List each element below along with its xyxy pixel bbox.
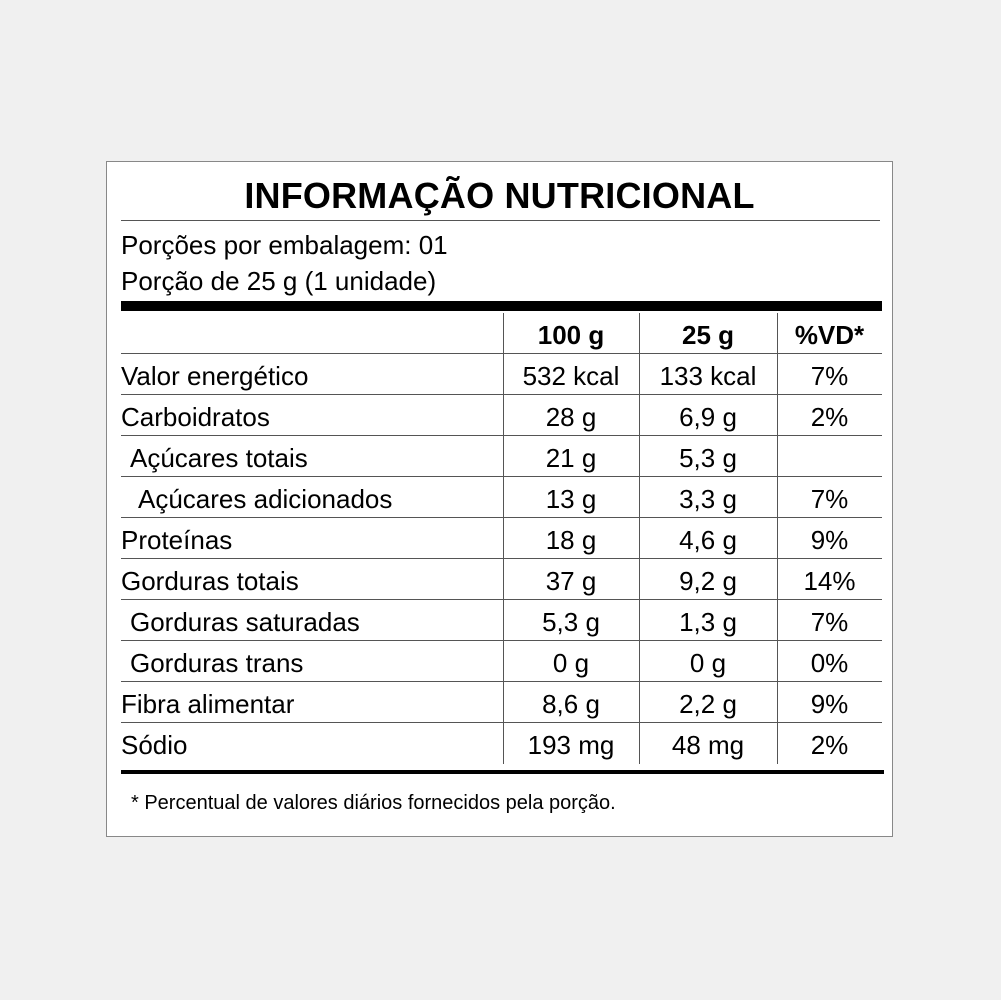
header-per100: 100 g [537,320,605,350]
value-per100: 18 g [545,525,597,555]
column-divider [503,600,504,640]
nutrient-rows: Valor energético 532 kcal 133 kcal 7% Carboi… [121,354,882,764]
nutrient-label: Gorduras trans [130,648,304,678]
column-divider [503,518,504,558]
column-divider [639,436,640,476]
value-per100: 28 g [545,402,597,432]
value-per100: 5,3 g [542,607,600,637]
nutrient-label: Gorduras saturadas [130,607,360,637]
column-divider [777,600,778,640]
value-daily-percent: 9% [810,525,849,555]
value-per100: 8,6 g [542,689,600,719]
column-divider [777,559,778,599]
column-divider [503,436,504,476]
value-daily-percent: 9% [810,689,849,719]
column-divider [639,723,640,764]
value-daily-percent: 2% [810,730,849,760]
value-per100: 193 mg [527,730,615,760]
value-per-portion: 48 mg [671,730,745,760]
column-divider [777,518,778,558]
table-row: Carboidratos 28 g 6,9 g 2% [121,395,882,436]
table-row: Gorduras saturadas 5,3 g 1,3 g 7% [121,600,882,641]
nutrient-label: Açúcares adicionados [138,484,393,514]
value-daily-percent [777,436,882,476]
nutrient-label: Gorduras totais [121,566,299,596]
column-divider [777,723,778,764]
column-divider [777,436,778,476]
column-divider [503,477,504,517]
table-row: Fibra alimentar 8,6 g 2,2 g 9% [121,682,882,723]
column-divider [639,559,640,599]
value-per-portion: 133 kcal [659,361,757,391]
table-row: Gorduras trans 0 g 0 g 0% [121,641,882,682]
table-row: Açúcares adicionados 13 g 3,3 g 7% [121,477,882,518]
header-nutrient-cell [121,313,503,353]
column-divider [639,395,640,435]
column-divider [639,313,640,353]
column-divider [639,477,640,517]
table-row: Açúcares totais 21 g 5,3 g [121,436,882,477]
value-per100: 0 g [552,648,590,678]
value-per100: 13 g [545,484,597,514]
column-divider [777,313,778,353]
column-divider [639,354,640,394]
table-header-row: 100 g 25 g %VD* [121,313,882,354]
value-per-portion: 5,3 g [679,443,737,473]
value-daily-percent: 7% [810,607,849,637]
table-row: Gorduras totais 37 g 9,2 g 14% [121,559,882,600]
column-divider [777,641,778,681]
value-per100: 532 kcal [522,361,620,391]
column-divider [639,682,640,722]
header-daily-value: %VD* [794,320,865,350]
value-daily-percent: 2% [810,402,849,432]
table-row: Proteínas 18 g 4,6 g 9% [121,518,882,559]
value-per-portion: 2,2 g [679,689,737,719]
title-divider [121,220,880,221]
column-divider [639,518,640,558]
value-per100: 21 g [545,443,597,473]
nutrient-label: Valor energético [121,361,309,391]
nutrient-label: Açúcares totais [130,443,308,473]
value-per100: 37 g [545,566,597,596]
nutrient-label: Carboidratos [121,402,270,432]
value-daily-percent: 7% [810,484,849,514]
table-title: INFORMAÇÃO NUTRICIONAL [244,175,755,216]
column-divider [777,682,778,722]
value-per-portion: 3,3 g [679,484,737,514]
thick-divider [121,301,882,311]
portion-size: Porção de 25 g (1 unidade) [121,266,437,296]
column-divider [503,641,504,681]
column-divider [503,682,504,722]
nutrient-label: Fibra alimentar [121,689,295,719]
value-per-portion: 1,3 g [679,607,737,637]
bottom-rule [121,770,884,774]
table-row: Valor energético 532 kcal 133 kcal 7% [121,354,882,395]
nutrition-facts-panel: INFORMAÇÃO NUTRICIONAL Porções por embal… [106,161,893,837]
column-divider [777,395,778,435]
column-divider [503,313,504,353]
column-divider [503,354,504,394]
column-divider [639,641,640,681]
portions-per-package: Porções por embalagem: 01 [121,230,448,260]
value-per-portion: 4,6 g [679,525,737,555]
value-daily-percent: 0% [810,648,849,678]
column-divider [777,354,778,394]
nutrition-table: 100 g 25 g %VD* Valor energético 532 kcal… [121,313,882,764]
column-divider [503,723,504,764]
column-divider [777,477,778,517]
value-per-portion: 6,9 g [679,402,737,432]
value-per-portion: 9,2 g [679,566,737,596]
column-divider [503,559,504,599]
column-divider [639,600,640,640]
header-per-portion: 25 g [681,320,735,350]
table-row: Sódio 193 mg 48 mg 2% [121,723,882,764]
column-divider [503,395,504,435]
value-daily-percent: 14% [803,566,856,596]
value-daily-percent: 7% [810,361,849,391]
value-per-portion: 0 g [689,648,727,678]
nutrient-label: Sódio [121,730,188,760]
footnote: * Percentual de valores diários fornecid… [131,792,616,814]
nutrient-label: Proteínas [121,525,233,555]
